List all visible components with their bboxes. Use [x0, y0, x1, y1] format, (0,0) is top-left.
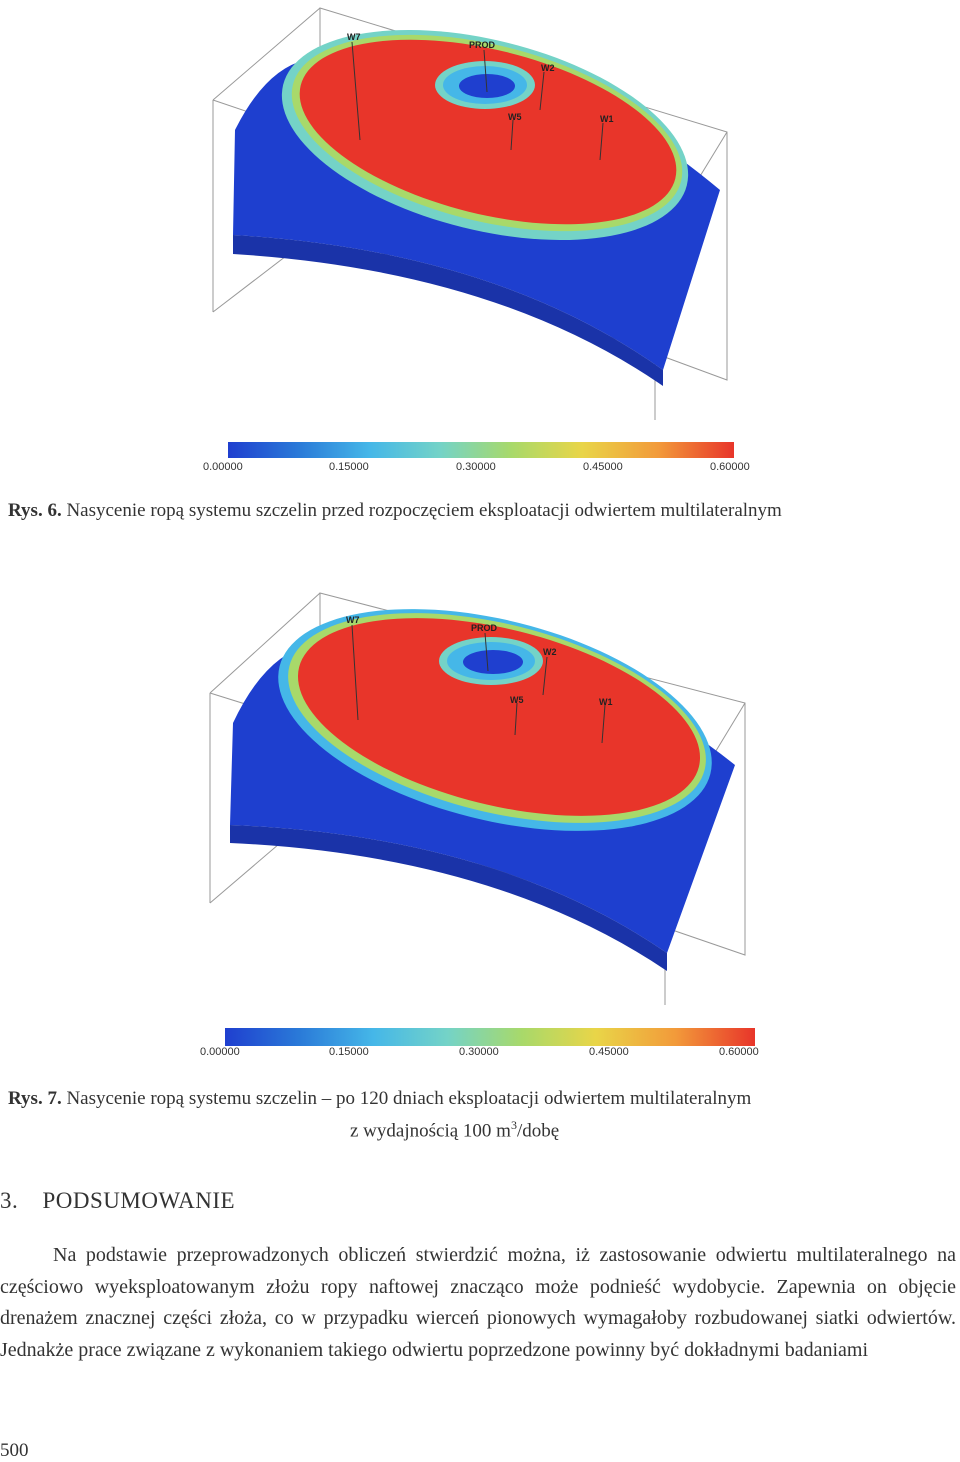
colorbar-tick: 0.30000: [456, 461, 496, 473]
well-label-prod: PROD: [471, 623, 498, 633]
paragraph-text: Na podstawie przeprowadzonych obliczeń s…: [0, 1244, 956, 1361]
reservoir-front-face: [230, 825, 667, 971]
colorbar-tick: 0.45000: [583, 461, 623, 473]
caption-line-2: z wydajnością 100 m3/dobę: [8, 1112, 960, 1144]
reservoir-front-face: [233, 235, 663, 386]
well-label-w7: W7: [347, 32, 361, 42]
well-label-w2: W2: [543, 647, 557, 657]
figure-caption-rys7: Rys. 7. Nasycenie ropą systemu szczelin …: [8, 1086, 960, 1144]
reservoir-3d-plot: W7 PROD W2 W5 W1 0.00000 0.15000 0.30000…: [200, 592, 759, 1058]
well-label-w5: W5: [510, 695, 524, 705]
page-number: 500: [0, 1440, 29, 1461]
caption-line-1: Rys. 7. Nasycenie ropą systemu szczelin …: [8, 1086, 960, 1112]
well-label-w5: W5: [508, 112, 522, 122]
caption-text-2b: /dobę: [516, 1120, 560, 1142]
caption-text-2a: z wydajnością 100 m: [350, 1120, 511, 1142]
well-label-w2: W2: [541, 63, 555, 73]
colorbar-tick: 0.00000: [203, 461, 243, 473]
caption-superscript: 3: [510, 1118, 517, 1132]
caption-text: Nasycenie ropą systemu szczelin – po 120…: [66, 1088, 752, 1109]
depleted-zone-core: [463, 650, 523, 674]
colorbar-tick: 0.60000: [719, 1046, 759, 1058]
saturation-core-high: [297, 618, 701, 816]
saturation-core-high: [299, 39, 677, 225]
section-heading: 3. PODSUMOWANIE: [0, 1188, 235, 1214]
well-tracks: [351, 41, 604, 161]
section-title: PODSUMOWANIE: [42, 1188, 236, 1213]
colorbar: [228, 442, 734, 458]
colorbar: [225, 1028, 755, 1046]
caption-text: Nasycenie ropą systemu szczelin przed ro…: [66, 500, 782, 521]
section-number: 3.: [0, 1188, 19, 1213]
well-tracks: [351, 624, 606, 744]
colorbar-tick: 0.45000: [589, 1046, 629, 1058]
figure-rys7: W7 PROD W2 W5 W1 0.00000 0.15000 0.30000…: [195, 585, 775, 1065]
well-label-w1: W1: [600, 114, 614, 124]
well-label-w1: W1: [599, 697, 613, 707]
body-paragraph: Na podstawie przeprowadzonych obliczeń s…: [0, 1240, 956, 1366]
figure-caption-rys6: Rys. 6. Nasycenie ropą systemu szczelin …: [8, 498, 960, 524]
colorbar-tick: 0.00000: [200, 1046, 240, 1058]
reservoir-3d-plot: W7 PROD W2 W5 W1 0.00000 0.15000 0.30000…: [203, 7, 750, 473]
colorbar-tick: 0.30000: [459, 1046, 499, 1058]
caption-label: Rys. 7.: [8, 1088, 62, 1109]
caption-label: Rys. 6.: [8, 500, 62, 521]
colorbar-tick: 0.15000: [329, 461, 369, 473]
colorbar-tick: 0.15000: [329, 1046, 369, 1058]
well-label-w7: W7: [346, 615, 360, 625]
colorbar-tick: 0.60000: [710, 461, 750, 473]
well-label-prod: PROD: [469, 40, 496, 50]
figure-rys6: W7 PROD W2 W5 W1 0.00000 0.15000 0.30000…: [195, 0, 775, 478]
